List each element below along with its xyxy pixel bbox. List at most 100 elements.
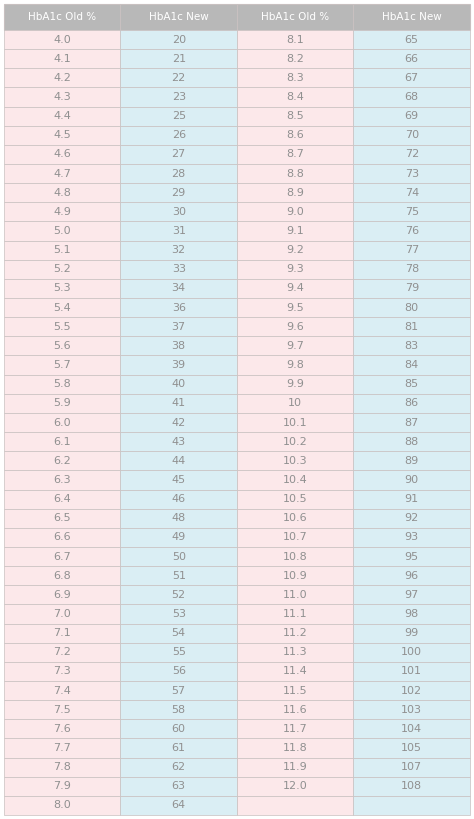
Bar — [4, 509, 120, 527]
Bar — [354, 374, 470, 394]
Bar — [120, 758, 237, 776]
Text: 66: 66 — [405, 54, 419, 64]
Bar — [354, 527, 470, 547]
Bar — [354, 30, 470, 49]
Text: HbA1c New: HbA1c New — [149, 12, 209, 22]
Bar — [4, 776, 120, 796]
Text: HbA1c New: HbA1c New — [382, 12, 442, 22]
Bar — [237, 355, 354, 374]
Text: 11.1: 11.1 — [283, 609, 308, 619]
Text: 34: 34 — [172, 283, 186, 293]
Text: 20: 20 — [172, 34, 186, 44]
Text: 72: 72 — [405, 149, 419, 160]
Text: 4.9: 4.9 — [53, 207, 71, 217]
Text: 48: 48 — [172, 514, 186, 523]
Text: 7.0: 7.0 — [54, 609, 71, 619]
Bar — [237, 202, 354, 221]
Text: 6.5: 6.5 — [54, 514, 71, 523]
Text: 74: 74 — [405, 188, 419, 197]
Text: 6.7: 6.7 — [54, 551, 71, 562]
Text: 99: 99 — [405, 628, 419, 638]
Text: 67: 67 — [405, 73, 419, 83]
Text: 42: 42 — [172, 418, 186, 428]
Text: 10.1: 10.1 — [283, 418, 308, 428]
Text: 104: 104 — [401, 724, 422, 734]
Bar — [120, 413, 237, 432]
Bar — [237, 317, 354, 337]
Bar — [354, 776, 470, 796]
Text: 97: 97 — [405, 590, 419, 600]
Bar — [120, 470, 237, 490]
Text: 43: 43 — [172, 437, 186, 446]
Bar — [354, 432, 470, 451]
Text: 6.2: 6.2 — [54, 456, 71, 466]
Text: 93: 93 — [405, 532, 419, 542]
Bar — [120, 662, 237, 681]
Bar — [354, 604, 470, 623]
Text: 4.1: 4.1 — [54, 54, 71, 64]
Text: 90: 90 — [405, 475, 419, 485]
Text: 33: 33 — [172, 265, 186, 274]
Bar — [120, 106, 237, 126]
Bar — [237, 470, 354, 490]
Bar — [354, 68, 470, 88]
Text: 84: 84 — [405, 360, 419, 370]
Bar — [4, 758, 120, 776]
Bar — [237, 776, 354, 796]
Text: 4.7: 4.7 — [53, 169, 71, 179]
Bar — [354, 739, 470, 758]
Text: 11.3: 11.3 — [283, 647, 308, 658]
Text: 100: 100 — [401, 647, 422, 658]
Bar — [237, 394, 354, 413]
Text: 6.1: 6.1 — [54, 437, 71, 446]
Text: 89: 89 — [405, 456, 419, 466]
Bar — [120, 4, 237, 30]
Text: 5.2: 5.2 — [54, 265, 71, 274]
Text: 5.3: 5.3 — [54, 283, 71, 293]
Bar — [354, 700, 470, 719]
Text: 9.9: 9.9 — [286, 379, 304, 389]
Bar — [237, 4, 354, 30]
Text: 9.2: 9.2 — [286, 245, 304, 256]
Bar — [120, 604, 237, 623]
Text: 10.6: 10.6 — [283, 514, 308, 523]
Text: 108: 108 — [401, 781, 422, 791]
Bar — [4, 145, 120, 164]
Bar — [4, 88, 120, 106]
Bar — [237, 164, 354, 183]
Bar — [4, 432, 120, 451]
Bar — [354, 355, 470, 374]
Bar — [354, 796, 470, 815]
Bar — [4, 298, 120, 317]
Text: 101: 101 — [401, 667, 422, 676]
Text: 7.6: 7.6 — [54, 724, 71, 734]
Bar — [237, 451, 354, 470]
Text: 9.5: 9.5 — [286, 303, 304, 313]
Bar — [4, 202, 120, 221]
Bar — [237, 681, 354, 700]
Bar — [237, 106, 354, 126]
Bar — [4, 279, 120, 298]
Text: 65: 65 — [405, 34, 419, 44]
Bar — [237, 432, 354, 451]
Text: 96: 96 — [405, 571, 419, 581]
Bar — [237, 49, 354, 68]
Text: 107: 107 — [401, 762, 422, 772]
Text: 5.0: 5.0 — [54, 226, 71, 236]
Bar — [237, 30, 354, 49]
Text: 5.9: 5.9 — [54, 398, 71, 409]
Text: 8.8: 8.8 — [286, 169, 304, 179]
Text: 79: 79 — [405, 283, 419, 293]
Text: 46: 46 — [172, 494, 186, 504]
Bar — [4, 164, 120, 183]
Bar — [4, 241, 120, 260]
Bar — [354, 183, 470, 202]
Bar — [4, 719, 120, 739]
Text: 92: 92 — [405, 514, 419, 523]
Text: 75: 75 — [405, 207, 419, 217]
Text: 10.2: 10.2 — [283, 437, 308, 446]
Bar — [120, 183, 237, 202]
Bar — [4, 106, 120, 126]
Text: 44: 44 — [172, 456, 186, 466]
Bar — [354, 88, 470, 106]
